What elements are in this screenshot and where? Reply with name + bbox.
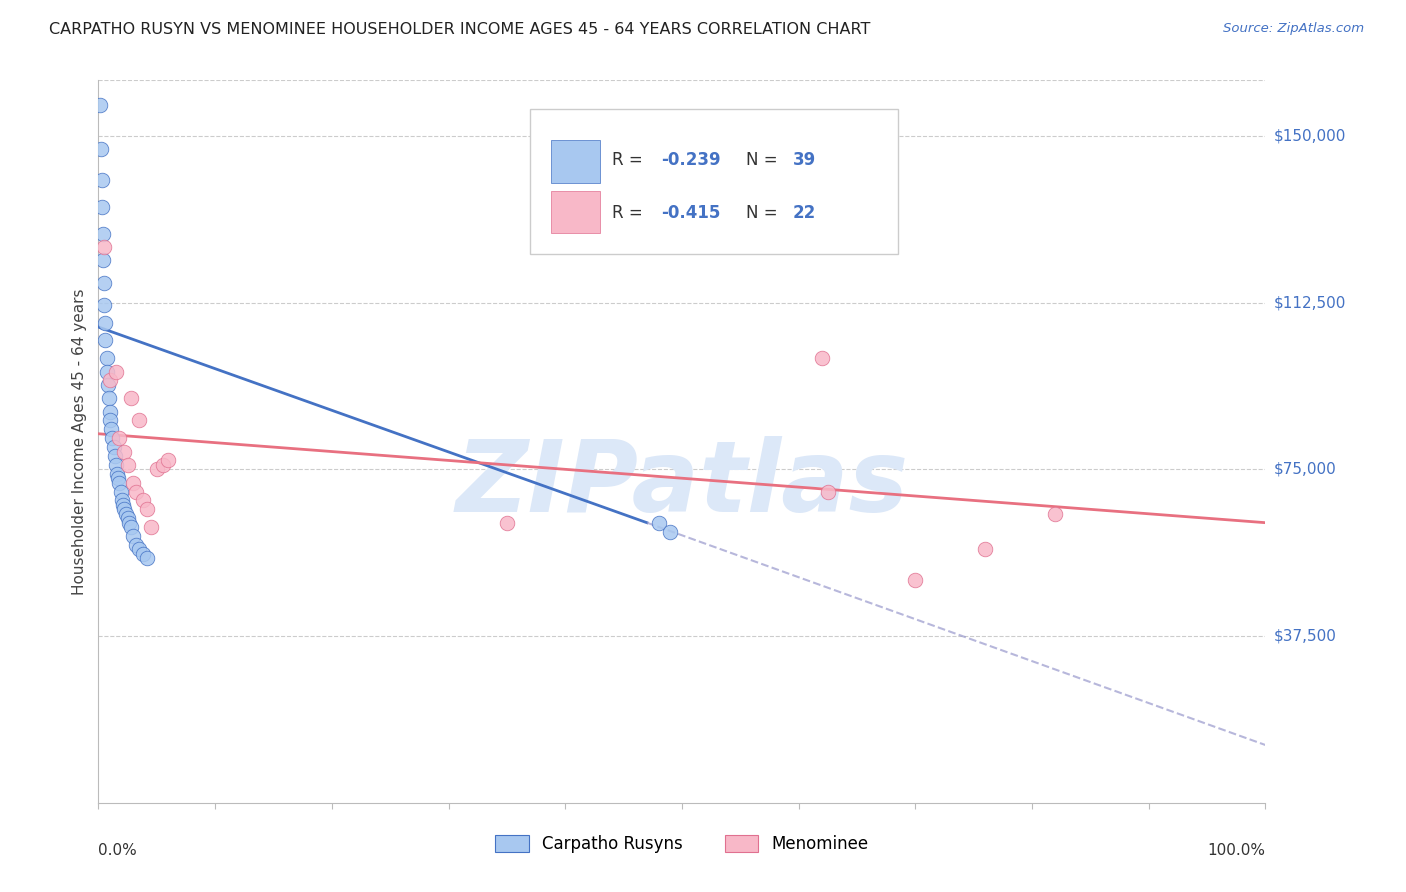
Legend: Carpatho Rusyns, Menominee: Carpatho Rusyns, Menominee bbox=[489, 828, 875, 860]
Point bbox=[132, 493, 155, 508]
Point bbox=[132, 547, 155, 561]
Point bbox=[104, 449, 127, 463]
Point bbox=[97, 377, 120, 392]
Point bbox=[974, 542, 997, 557]
Text: 100.0%: 100.0% bbox=[1208, 843, 1265, 857]
Point bbox=[98, 413, 121, 427]
Point bbox=[89, 97, 111, 112]
Point bbox=[817, 484, 839, 499]
Point bbox=[112, 444, 135, 458]
Point bbox=[93, 298, 115, 312]
Text: 0.0%: 0.0% bbox=[98, 843, 138, 857]
Point bbox=[90, 173, 112, 187]
Point bbox=[146, 462, 169, 476]
Point bbox=[117, 511, 139, 525]
Point bbox=[128, 542, 150, 557]
Point bbox=[110, 484, 132, 499]
Point bbox=[139, 520, 162, 534]
Point bbox=[152, 458, 174, 472]
Point bbox=[98, 373, 121, 387]
FancyBboxPatch shape bbox=[530, 109, 898, 253]
Point bbox=[100, 422, 122, 436]
Point bbox=[125, 484, 148, 499]
Point bbox=[125, 538, 148, 552]
Point bbox=[1045, 507, 1067, 521]
Point bbox=[128, 413, 150, 427]
Point bbox=[117, 458, 139, 472]
Text: N =: N = bbox=[747, 151, 783, 169]
Point bbox=[136, 502, 159, 516]
Point bbox=[122, 475, 145, 490]
Point bbox=[108, 431, 131, 445]
Point bbox=[136, 551, 159, 566]
Point bbox=[120, 391, 142, 405]
Point bbox=[111, 493, 134, 508]
Text: CARPATHO RUSYN VS MENOMINEE HOUSEHOLDER INCOME AGES 45 - 64 YEARS CORRELATION CH: CARPATHO RUSYN VS MENOMINEE HOUSEHOLDER … bbox=[49, 22, 870, 37]
Y-axis label: Householder Income Ages 45 - 64 years: Householder Income Ages 45 - 64 years bbox=[72, 288, 87, 595]
Point bbox=[93, 240, 115, 254]
Point bbox=[112, 502, 135, 516]
Point bbox=[97, 391, 120, 405]
Point bbox=[96, 351, 118, 366]
Point bbox=[90, 200, 112, 214]
Point bbox=[811, 351, 834, 366]
Point bbox=[659, 524, 682, 539]
Point bbox=[93, 276, 115, 290]
Text: R =: R = bbox=[612, 203, 648, 221]
Text: -0.415: -0.415 bbox=[661, 203, 720, 221]
Text: N =: N = bbox=[747, 203, 783, 221]
FancyBboxPatch shape bbox=[551, 140, 600, 183]
Point bbox=[157, 453, 180, 467]
Point bbox=[118, 516, 141, 530]
Text: $150,000: $150,000 bbox=[1274, 128, 1346, 144]
Text: ZIPatlas: ZIPatlas bbox=[456, 436, 908, 533]
Text: 39: 39 bbox=[793, 151, 815, 169]
Text: $112,500: $112,500 bbox=[1274, 295, 1346, 310]
Point bbox=[96, 364, 118, 378]
Text: 22: 22 bbox=[793, 203, 815, 221]
Point bbox=[94, 316, 117, 330]
Text: Source: ZipAtlas.com: Source: ZipAtlas.com bbox=[1223, 22, 1364, 36]
Point bbox=[104, 364, 127, 378]
Point bbox=[120, 520, 142, 534]
FancyBboxPatch shape bbox=[551, 191, 600, 234]
Point bbox=[107, 471, 129, 485]
Point bbox=[122, 529, 145, 543]
Point bbox=[108, 475, 131, 490]
Point bbox=[904, 574, 927, 588]
Point bbox=[115, 507, 138, 521]
Point bbox=[103, 440, 125, 454]
Point bbox=[101, 431, 124, 445]
Point bbox=[91, 253, 114, 268]
Text: $75,000: $75,000 bbox=[1274, 462, 1337, 477]
Point bbox=[98, 404, 121, 418]
Point bbox=[105, 467, 128, 481]
Point bbox=[111, 498, 134, 512]
Point bbox=[647, 516, 669, 530]
Point bbox=[91, 227, 114, 241]
Point bbox=[94, 334, 117, 348]
Text: R =: R = bbox=[612, 151, 648, 169]
Text: $37,500: $37,500 bbox=[1274, 629, 1337, 643]
Point bbox=[90, 142, 112, 156]
Text: -0.239: -0.239 bbox=[661, 151, 720, 169]
Point bbox=[496, 516, 519, 530]
Point bbox=[104, 458, 127, 472]
